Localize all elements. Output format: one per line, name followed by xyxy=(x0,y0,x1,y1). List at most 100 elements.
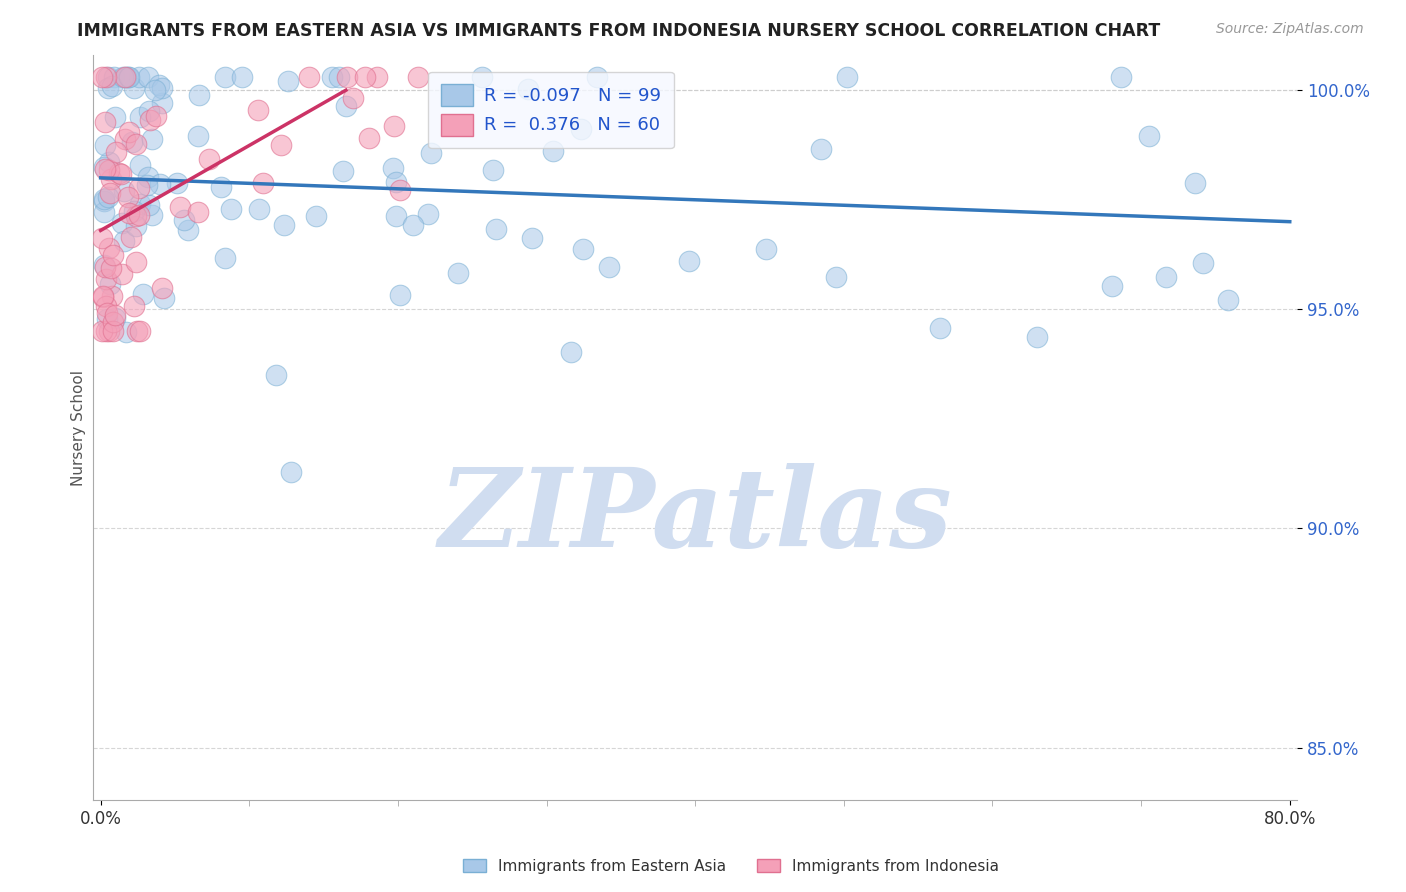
Point xyxy=(1184,176,1206,190)
Point xyxy=(118,70,141,84)
Point xyxy=(169,201,191,215)
Point xyxy=(354,70,377,84)
Point xyxy=(94,138,117,153)
Y-axis label: Nursery School: Nursery School xyxy=(72,369,86,485)
Point xyxy=(176,222,198,236)
Point xyxy=(598,260,620,275)
Point xyxy=(100,171,122,186)
Point xyxy=(419,146,441,161)
Point xyxy=(131,287,153,301)
Point xyxy=(98,186,121,201)
Point xyxy=(118,206,141,220)
Point xyxy=(166,176,188,190)
Point xyxy=(125,137,148,152)
Point xyxy=(382,119,405,133)
Point xyxy=(1192,255,1215,269)
Point xyxy=(96,311,118,326)
Point xyxy=(214,70,236,84)
Point xyxy=(103,248,125,262)
Point xyxy=(135,178,157,192)
Point xyxy=(97,81,120,95)
Point xyxy=(112,184,135,198)
Point xyxy=(93,290,115,304)
Point xyxy=(93,193,115,207)
Point xyxy=(145,109,167,123)
Point xyxy=(810,142,832,156)
Point xyxy=(569,122,592,136)
Point xyxy=(247,103,270,117)
Point xyxy=(328,70,350,84)
Point xyxy=(104,311,127,326)
Point xyxy=(471,70,494,84)
Point xyxy=(211,179,233,194)
Point xyxy=(122,81,145,95)
Point xyxy=(187,128,209,143)
Point xyxy=(129,111,152,125)
Point xyxy=(418,207,440,221)
Point xyxy=(247,202,270,217)
Point xyxy=(273,218,295,232)
Point xyxy=(125,324,148,338)
Point xyxy=(143,83,166,97)
Point xyxy=(96,300,118,314)
Point xyxy=(128,324,150,338)
Point xyxy=(124,219,146,233)
Point xyxy=(148,78,170,92)
Point xyxy=(150,80,173,95)
Point xyxy=(560,344,582,359)
Point xyxy=(128,181,150,195)
Point xyxy=(139,113,162,128)
Point xyxy=(678,253,700,268)
Point xyxy=(332,164,354,178)
Point xyxy=(188,88,211,103)
Point xyxy=(173,212,195,227)
Point xyxy=(91,289,114,303)
Point xyxy=(187,204,209,219)
Point xyxy=(101,289,124,303)
Point xyxy=(96,271,118,285)
Point xyxy=(366,70,388,84)
Point xyxy=(103,70,125,84)
Point xyxy=(104,308,127,322)
Point xyxy=(277,74,299,88)
Point xyxy=(108,166,131,180)
Point xyxy=(572,242,595,256)
Point xyxy=(280,465,302,479)
Point xyxy=(96,70,118,84)
Point xyxy=(125,209,148,223)
Point xyxy=(298,70,321,84)
Point xyxy=(543,144,565,158)
Point xyxy=(385,209,408,223)
Point xyxy=(101,315,124,329)
Point xyxy=(1101,278,1123,293)
Point xyxy=(125,254,148,268)
Legend: R = -0.097   N = 99, R =  0.376   N = 60: R = -0.097 N = 99, R = 0.376 N = 60 xyxy=(427,71,673,148)
Point xyxy=(835,70,858,84)
Point xyxy=(231,70,253,84)
Point xyxy=(520,231,543,245)
Point xyxy=(129,197,152,211)
Point xyxy=(138,104,160,119)
Point xyxy=(384,175,406,189)
Point xyxy=(111,215,134,229)
Point xyxy=(94,324,117,338)
Point xyxy=(97,70,120,84)
Point xyxy=(124,204,146,219)
Point xyxy=(96,306,118,320)
Point xyxy=(94,161,117,176)
Point xyxy=(389,183,412,197)
Point xyxy=(485,222,508,236)
Text: ZIPatlas: ZIPatlas xyxy=(439,463,952,571)
Point xyxy=(97,241,120,255)
Point xyxy=(382,161,405,175)
Point xyxy=(138,198,160,212)
Point xyxy=(585,70,607,84)
Legend: Immigrants from Eastern Asia, Immigrants from Indonesia: Immigrants from Eastern Asia, Immigrants… xyxy=(457,853,1005,880)
Point xyxy=(357,131,380,145)
Point xyxy=(252,176,274,190)
Point xyxy=(136,70,159,84)
Point xyxy=(824,270,846,285)
Point xyxy=(98,155,121,169)
Point xyxy=(124,299,146,313)
Point xyxy=(118,125,141,139)
